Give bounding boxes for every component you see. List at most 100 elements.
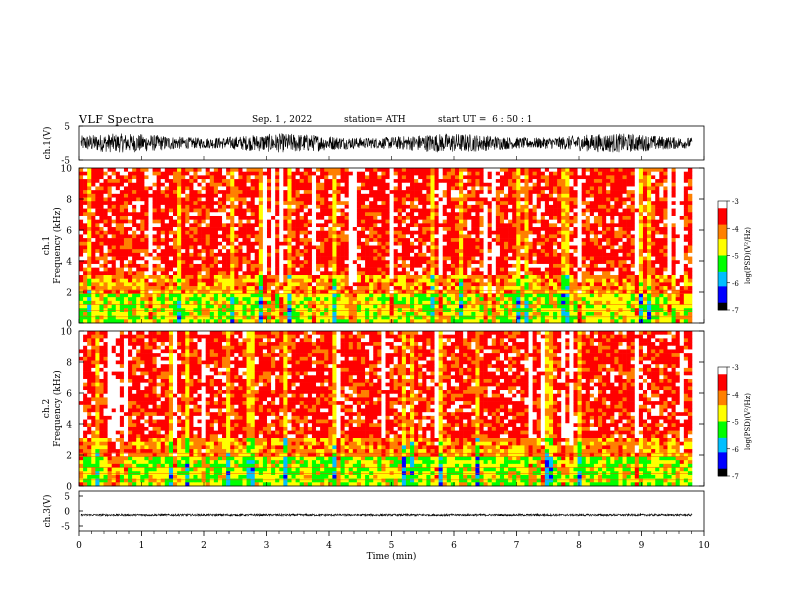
- spectrogram-cell: [675, 249, 681, 254]
- spectrogram-cell: [659, 219, 664, 224]
- spectrogram-cell: [234, 286, 239, 291]
- spectrogram-cell: [610, 263, 615, 268]
- spectrogram-cell: [540, 238, 546, 243]
- spectrogram-cell: [614, 271, 619, 276]
- spectrogram-cell: [557, 182, 562, 187]
- spectrogram-cell: [642, 282, 648, 287]
- spectrogram-cell: [610, 197, 615, 202]
- spectrogram-cell: [410, 212, 415, 217]
- spectrogram-cell: [520, 267, 525, 272]
- spectrogram-cell: [565, 201, 570, 206]
- spectrogram-cell: [226, 289, 231, 294]
- spectrogram-cell: [99, 252, 104, 257]
- spectrogram-cell: [328, 282, 333, 287]
- spectrogram-cell: [381, 193, 386, 198]
- spectrogram-cell: [115, 263, 121, 268]
- spectrogram-cell: [320, 282, 325, 287]
- spectrogram-cell: [520, 215, 525, 220]
- spectrogram-cell: [222, 179, 227, 184]
- spectrogram-cell: [450, 208, 456, 213]
- spectrogram-cell: [115, 197, 121, 202]
- spectrogram-cell: [638, 241, 644, 246]
- spectrogram-cell: [172, 245, 178, 250]
- spectrogram-cell: [197, 275, 202, 280]
- spectrogram-cell: [655, 238, 660, 243]
- spectrogram-cell: [553, 212, 558, 217]
- spectrogram-cell: [540, 234, 546, 239]
- spectrogram-cell: [230, 241, 235, 246]
- spectrogram-cell: [544, 230, 550, 235]
- spectrogram-cell: [181, 212, 186, 217]
- spectrogram-cell: [655, 252, 660, 257]
- spectrogram-cell: [115, 182, 121, 187]
- spectrogram-cell: [209, 190, 215, 195]
- spectrogram-cell: [311, 286, 317, 291]
- spectrogram-cell: [348, 267, 354, 272]
- spectrogram-cell: [557, 197, 562, 202]
- spectrogram-cell: [205, 275, 211, 280]
- spectrogram-cell: [213, 182, 219, 187]
- spectrogram-cell: [418, 201, 423, 206]
- spectrogram-cell: [360, 230, 366, 235]
- spectrogram-cell: [508, 267, 513, 272]
- spectrogram-cell: [266, 197, 272, 202]
- spectrogram-cell: [450, 197, 456, 202]
- spectrogram-cell: [348, 193, 354, 198]
- spectrogram-cell: [148, 197, 153, 202]
- spectrogram-cell: [516, 245, 521, 250]
- spectrogram-cell: [471, 182, 476, 187]
- spectrogram-cell: [504, 278, 509, 283]
- spectrogram-cell: [128, 215, 133, 220]
- spectrogram-cell: [246, 179, 251, 184]
- spectrogram-cell: [471, 230, 476, 235]
- spectrogram-cell: [687, 286, 693, 291]
- spectrogram-cell: [181, 278, 186, 283]
- spectrogram-cell: [405, 215, 411, 220]
- spectrogram-cell: [307, 286, 313, 291]
- spectrogram-cell: [414, 223, 419, 228]
- spectrogram-cell: [675, 252, 681, 257]
- spectrogram-cell: [410, 245, 415, 250]
- spectrogram-cell: [401, 193, 407, 198]
- spectrogram-cell: [226, 219, 231, 224]
- spectrogram-cell: [320, 171, 325, 176]
- spectrogram-cell: [438, 282, 444, 287]
- spectrogram-cell: [618, 278, 623, 283]
- spectrogram-cell: [217, 238, 223, 243]
- spectrogram-cell: [581, 263, 587, 268]
- spectrogram-cell: [659, 238, 664, 243]
- spectrogram-cell: [569, 186, 574, 191]
- spectrogram-cell: [246, 238, 251, 243]
- ch3-waveform-frame: [78, 490, 705, 532]
- spectrogram-cell: [91, 245, 96, 250]
- spectrogram-cell: [565, 241, 570, 246]
- spectrogram-cell: [548, 193, 554, 198]
- spectrogram-cell: [471, 271, 476, 276]
- spectrogram-cell: [152, 212, 157, 217]
- spectrogram-cell: [238, 227, 243, 232]
- spectrogram-cell: [667, 212, 672, 217]
- spectrogram-cell: [332, 193, 337, 198]
- spectrogram-cell: [168, 286, 174, 291]
- spectrogram-cell: [230, 186, 235, 191]
- spectrogram-cell: [442, 249, 448, 254]
- spectrogram-cell: [226, 182, 231, 187]
- spectrogram-cell: [442, 204, 448, 209]
- spectrogram-cell: [336, 208, 341, 213]
- spectrogram-cell: [352, 212, 358, 217]
- spectrogram-cell: [418, 238, 423, 243]
- spectrogram-cell: [87, 282, 92, 287]
- spectrogram-cell: [557, 267, 562, 272]
- spectrogram-cell: [311, 275, 317, 280]
- spectrogram-cell: [524, 278, 529, 283]
- spectrogram-cell: [144, 275, 149, 280]
- spectrogram-cell: [250, 256, 256, 261]
- spectrogram-cell: [393, 179, 399, 184]
- spectrogram-cell: [557, 179, 562, 184]
- spectrogram-cell: [311, 271, 317, 276]
- spectrogram-cell: [606, 182, 611, 187]
- spectrogram-cell: [99, 175, 104, 180]
- spectrogram-cell: [414, 186, 419, 191]
- spectrogram-cell: [557, 245, 562, 250]
- spectrogram-cell: [389, 201, 394, 206]
